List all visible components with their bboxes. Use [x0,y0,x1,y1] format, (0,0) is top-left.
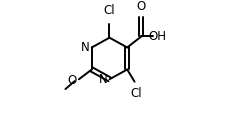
Text: Cl: Cl [129,87,141,100]
Text: N: N [98,73,107,86]
Text: Cl: Cl [103,4,115,17]
Text: N: N [81,41,90,54]
Text: OH: OH [147,30,166,43]
Text: O: O [136,0,145,13]
Text: O: O [67,74,76,87]
